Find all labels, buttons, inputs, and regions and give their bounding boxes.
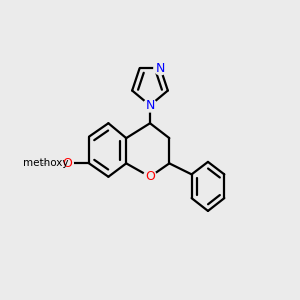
Circle shape	[154, 62, 167, 75]
Circle shape	[143, 170, 157, 183]
Text: O: O	[145, 170, 155, 183]
Text: methoxy: methoxy	[22, 158, 68, 168]
Circle shape	[60, 157, 73, 170]
Text: N: N	[156, 62, 165, 75]
Text: N: N	[145, 99, 155, 112]
Circle shape	[143, 99, 157, 112]
Text: O: O	[62, 157, 72, 170]
Text: methoxy: methoxy	[42, 163, 49, 164]
